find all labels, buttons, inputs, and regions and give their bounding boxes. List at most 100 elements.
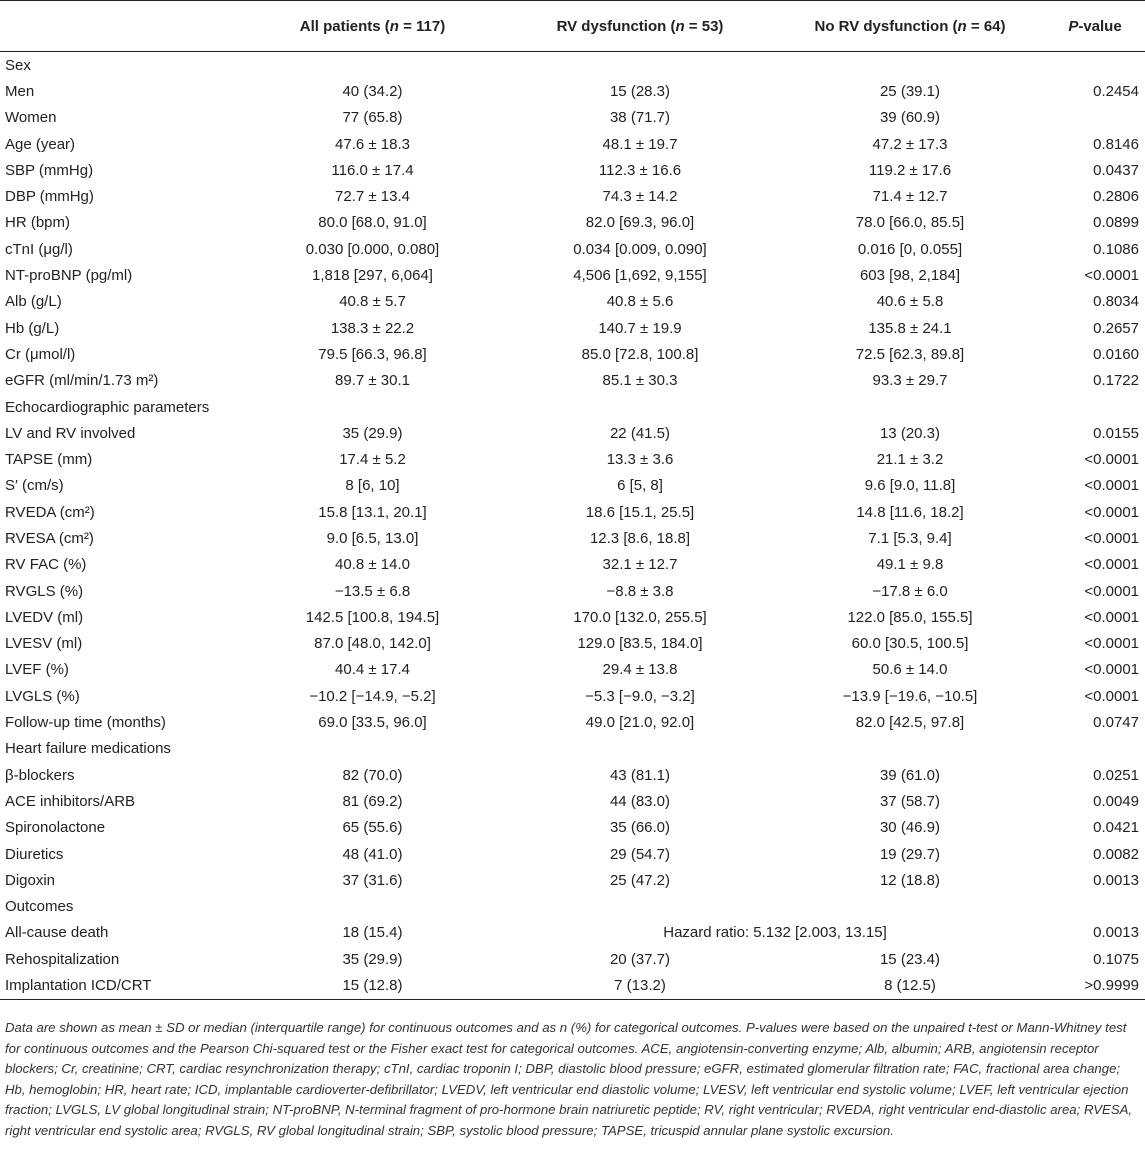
cell-rv-dysfunction: 38 (71.7) xyxy=(609,109,671,127)
cell-p-value: <0.0001 xyxy=(1084,529,1139,547)
cell-rv-dysfunction: 22 (41.5) xyxy=(609,424,671,442)
cell-no-rv-dysfunction: 0.016 [0, 0.055] xyxy=(857,240,963,258)
cell-no-rv-dysfunction: 21.1 ± 3.2 xyxy=(876,451,944,469)
cell-p-value: 0.0899 xyxy=(1093,214,1139,232)
cell-no-rv-dysfunction: 15 (23.4) xyxy=(879,950,941,968)
cell-no-rv-dysfunction: 50.6 ± 14.0 xyxy=(872,661,948,679)
row-label: Implantation ICD/CRT xyxy=(0,972,240,1000)
cell-all-patients: 69.0 [33.5, 96.0] xyxy=(318,714,427,732)
cell-rv-dysfunction: 40.8 ± 5.6 xyxy=(606,293,674,311)
table-row: DBP (mmHg) 72.7 ± 13.4 74.3 ± 14.2 71.4 ± 1… xyxy=(0,183,1145,209)
cell-p-value xyxy=(1045,52,1145,79)
cell-no-rv-dysfunction: 13 (20.3) xyxy=(879,424,941,442)
table-row: Outcomes xyxy=(0,894,1145,920)
table-row: Alb (g/L) 40.8 ± 5.7 40.8 ± 5.6 40.6 ± 5.8 0… xyxy=(0,289,1145,315)
cell-all-patients: 47.6 ± 18.3 xyxy=(335,135,410,153)
row-label: Cr (μmol/l) xyxy=(5,345,76,363)
cell-rv-dysfunction: 4,506 [1,692, 9,155] xyxy=(573,267,707,285)
cell-p-value: 0.2657 xyxy=(1093,319,1139,337)
header-no-rv-dysfunction: No RV dysfunction (n = 64) xyxy=(775,0,1045,52)
cell-no-rv-dysfunction: 7.1 [5.3, 9.4] xyxy=(868,529,952,547)
table-row: RVEDA (cm²) 15.8 [13.1, 20.1] 18.6 [15.1, … xyxy=(0,499,1145,525)
cell-all-patients: 138.3 ± 22.2 xyxy=(330,319,415,337)
row-label: ACE inhibitors/ARB xyxy=(5,792,136,810)
row-label: eGFR (ml/min/1.73 m²) xyxy=(5,372,159,390)
cell-p-value: 0.1086 xyxy=(1093,240,1139,258)
cell-p-value: 0.0013 xyxy=(1093,924,1139,942)
cell-all-patients: 77 (65.8) xyxy=(342,109,403,127)
cell-no-rv-dysfunction: 12 (18.8) xyxy=(879,871,941,889)
cell-rv-dysfunction: 129.0 [83.5, 184.0] xyxy=(577,635,703,653)
cell-rv-dysfunction: 85.0 [72.8, 100.8] xyxy=(581,345,699,363)
cell-rv-dysfunction: 13.3 ± 3.6 xyxy=(606,451,674,469)
cell-no-rv-dysfunction: 93.3 ± 29.7 xyxy=(872,372,948,390)
row-label: Women xyxy=(5,109,57,127)
table-row: Cr (μmol/l) 79.5 [66.3, 96.8] 85.0 [72.8, … xyxy=(0,341,1145,367)
table-row: Spironolactone 65 (55.6) 35 (66.0) 30 (46.9… xyxy=(0,815,1145,841)
cell-all-patients: 79.5 [66.3, 96.8] xyxy=(318,345,427,363)
cell-all-patients: 48 (41.0) xyxy=(342,845,403,863)
cell-no-rv-dysfunction: 25 (39.1) xyxy=(879,82,941,100)
cell-all-patients: 65 (55.6) xyxy=(342,819,403,837)
table-row: Implantation ICD/CRT 15 (12.8) 7 (13.2) 8 (… xyxy=(0,972,1145,1000)
cell-p-value: <0.0001 xyxy=(1084,267,1139,285)
cell-rv-dysfunction xyxy=(505,394,775,420)
table-row: RVGLS (%) −13.5 ± 6.8 −8.8 ± 3.8 −17.8 ± 6.… xyxy=(0,578,1145,604)
cell-rv-dysfunction: 29 (54.7) xyxy=(609,845,671,863)
cell-all-patients: 80.0 [68.0, 91.0] xyxy=(318,214,427,232)
cell-no-rv-dysfunction xyxy=(775,394,1045,420)
cell-all-patients: 82 (70.0) xyxy=(342,766,403,784)
row-label: SBP (mmHg) xyxy=(5,161,94,179)
row-label: Sex xyxy=(5,56,31,74)
cell-no-rv-dysfunction: 19 (29.7) xyxy=(879,845,941,863)
cell-all-patients: 142.5 [100.8, 194.5] xyxy=(305,608,440,626)
cell-all-patients: 35 (29.9) xyxy=(342,424,403,442)
row-label: Echocardiographic parameters xyxy=(5,398,210,416)
table-row: Men 40 (34.2) 15 (28.3) 25 (39.1) 0.2454 xyxy=(0,78,1145,104)
table-row: NT-proBNP (pg/ml) 1,818 [297, 6,064] 4,506… xyxy=(0,262,1145,288)
cell-p-value: 0.0747 xyxy=(1093,714,1139,732)
patient-characteristics-table: All patients (n = 117) RV dysfunction (n… xyxy=(0,0,1145,1000)
table-row: LVEF (%) 40.4 ± 17.4 29.4 ± 13.8 50.6 ± 14.… xyxy=(0,657,1145,683)
header-all-patients: All patients (n = 117) xyxy=(240,0,505,52)
cell-p-value: 0.0082 xyxy=(1093,845,1139,863)
cell-p-value: <0.0001 xyxy=(1084,608,1139,626)
row-label: DBP (mmHg) xyxy=(5,188,94,206)
cell-p-value: <0.0001 xyxy=(1084,477,1139,495)
cell-all-patients: 40.8 ± 5.7 xyxy=(339,293,406,311)
cell-all-patients: 40 (34.2) xyxy=(342,82,403,100)
cell-no-rv-dysfunction xyxy=(775,52,1045,79)
cell-all-patients xyxy=(240,736,505,762)
table-body: Sex Men 40 (34.2) 15 (28.3) 25 (39.1) 0.2454 W… xyxy=(0,52,1145,1000)
cell-p-value: 0.8034 xyxy=(1093,293,1139,311)
cell-rv-dysfunction: −8.8 ± 3.8 xyxy=(606,582,674,600)
row-label: LVEF (%) xyxy=(5,661,69,679)
cell-rv-dysfunction xyxy=(505,736,775,762)
cell-all-patients: 18 (15.4) xyxy=(342,924,403,942)
row-label: Heart failure medications xyxy=(5,740,171,758)
cell-rv-dysfunction: −5.3 [−9.0, −3.2] xyxy=(585,687,695,705)
cell-no-rv-dysfunction: −17.8 ± 6.0 xyxy=(872,582,948,600)
row-label: Follow-up time (months) xyxy=(5,714,166,732)
cell-no-rv-dysfunction: 82.0 [42.5, 97.8] xyxy=(855,714,965,732)
cell-rv-dysfunction: 12.3 [8.6, 18.8] xyxy=(589,529,691,547)
cell-no-rv-dysfunction: 14.8 [11.6, 18.2] xyxy=(856,503,964,521)
cell-rv-dysfunction: 44 (83.0) xyxy=(609,792,671,810)
row-label: Men xyxy=(5,82,35,100)
cell-no-rv-dysfunction xyxy=(775,736,1045,762)
cell-all-patients: 1,818 [297, 6,064] xyxy=(312,267,433,285)
cell-p-value: <0.0001 xyxy=(1084,503,1139,521)
table-row: RV FAC (%) 40.8 ± 14.0 32.1 ± 12.7 49.1 ± 9… xyxy=(0,552,1145,578)
row-label: LVEDV (ml) xyxy=(5,608,84,626)
table-row: TAPSE (mm) 17.4 ± 5.2 13.3 ± 3.6 21.1 ± 3.2… xyxy=(0,446,1145,472)
table-footnote: Data are shown as mean ± SD or median (i… xyxy=(5,1020,1133,1138)
cell-no-rv-dysfunction: 119.2 ± 17.6 xyxy=(868,161,952,179)
cell-p-value: <0.0001 xyxy=(1084,582,1139,600)
cell-all-patients: 15 (12.8) xyxy=(240,972,505,1000)
cell-no-rv-dysfunction: 71.4 ± 12.7 xyxy=(872,188,948,206)
cell-p-value: 0.0049 xyxy=(1093,792,1139,810)
cell-p-value: 0.0155 xyxy=(1093,424,1139,442)
cell-p-value: 0.0251 xyxy=(1093,766,1139,784)
cell-rv-dysfunction: 0.034 [0.009, 0.090] xyxy=(573,240,707,258)
header-variable xyxy=(0,0,240,52)
